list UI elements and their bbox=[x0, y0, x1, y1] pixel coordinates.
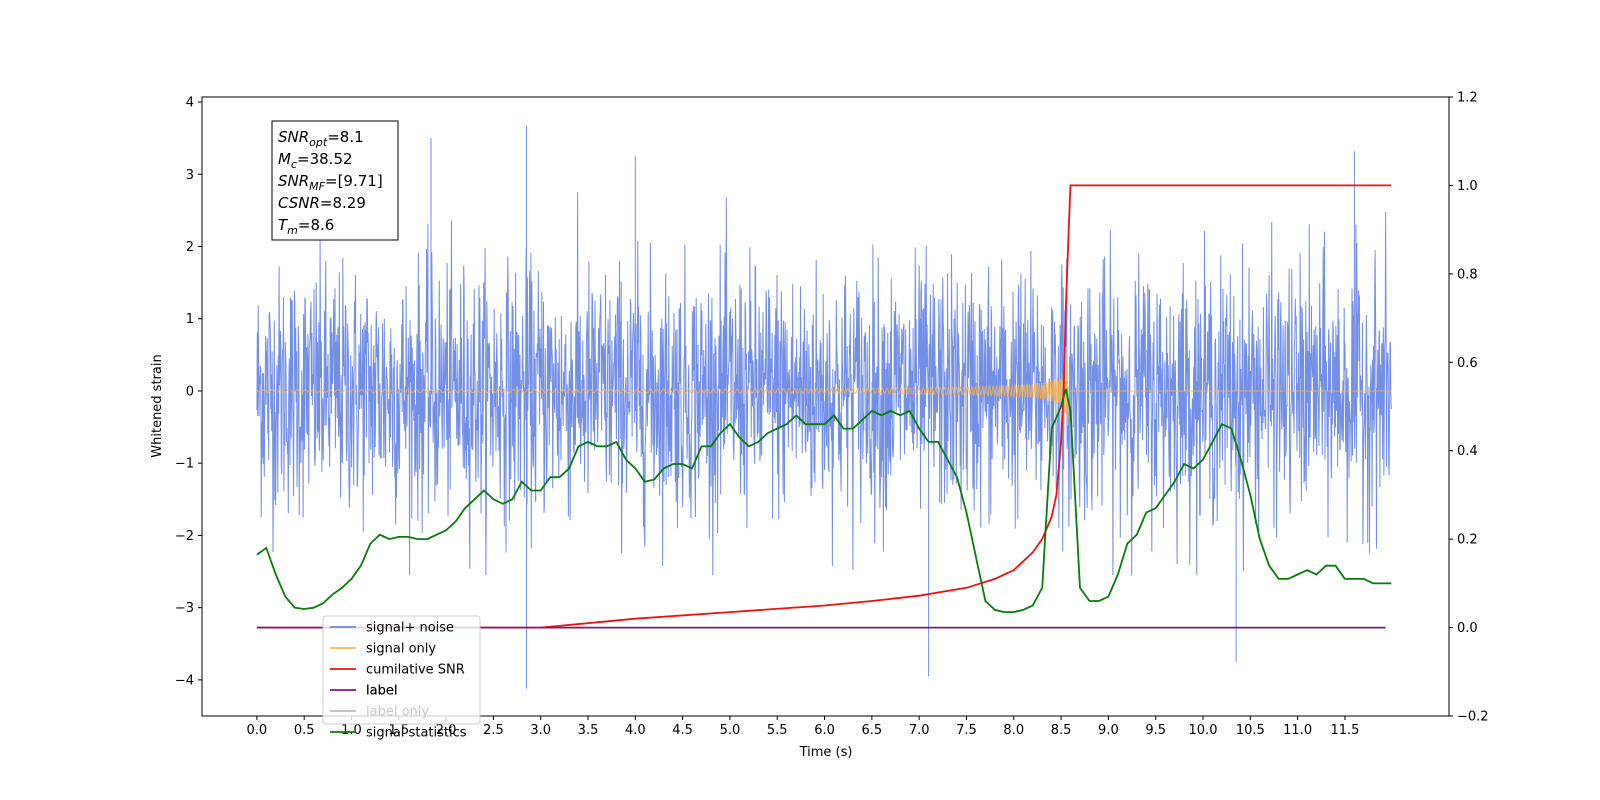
legend-label-overlap: label bbox=[366, 684, 397, 699]
plot-area bbox=[256, 125, 1392, 689]
y-right-tick-label: 0.2 bbox=[1457, 533, 1478, 548]
x-tick-label: 3.5 bbox=[578, 723, 599, 738]
x-tick-label: 8.5 bbox=[1051, 723, 1072, 738]
x-tick-label: 8.0 bbox=[1003, 723, 1024, 738]
info-line: SNRopt=8.1 bbox=[278, 128, 364, 149]
legend-label: signal+ noise bbox=[366, 621, 454, 636]
y-left-tick-label: 1 bbox=[186, 312, 194, 327]
x-tick-label: 6.5 bbox=[862, 723, 883, 738]
y-left-tick-label: −3 bbox=[175, 601, 194, 616]
y-left-tick-label: 0 bbox=[186, 384, 194, 399]
x-tick-label: 3.0 bbox=[530, 723, 551, 738]
info-box-frame bbox=[271, 120, 399, 241]
x-tick-label: 10.5 bbox=[1236, 723, 1265, 738]
y-right-tick-label: 0.6 bbox=[1457, 356, 1478, 371]
y-right-tick-label: 0.4 bbox=[1457, 444, 1478, 459]
series-signal-only-line bbox=[256, 362, 1392, 426]
y-right-tick-label: 1.2 bbox=[1457, 91, 1478, 106]
y-left-tick-label: −2 bbox=[175, 529, 194, 544]
y-axis-label-left: Whitened strain bbox=[150, 354, 165, 457]
series-cumulative-snr-line bbox=[256, 184, 1392, 629]
y-left-tick-label: 2 bbox=[186, 240, 194, 255]
series-signal-statistics-line bbox=[256, 388, 1392, 613]
x-tick-label: 2.0 bbox=[436, 723, 457, 738]
legend-label: signal only bbox=[366, 642, 436, 657]
legend-label: label only bbox=[366, 705, 429, 720]
y-right-tick-label: 1.0 bbox=[1457, 179, 1478, 194]
legend-label: signal statistics bbox=[366, 726, 467, 741]
axes-frame bbox=[201, 96, 1450, 717]
y-right-tick-label: 0.8 bbox=[1457, 267, 1478, 282]
x-tick-label: 1.0 bbox=[341, 723, 362, 738]
x-tick-label: 7.5 bbox=[956, 723, 977, 738]
x-tick-label: 5.5 bbox=[767, 723, 788, 738]
x-tick-label: 2.5 bbox=[483, 723, 504, 738]
x-tick-label: 1.5 bbox=[388, 723, 409, 738]
x-tick-label: 5.0 bbox=[720, 723, 741, 738]
legend-label: cumilative SNR bbox=[366, 663, 465, 678]
info-line: Tm=8.6 bbox=[278, 216, 334, 237]
x-tick-label: 0.5 bbox=[294, 723, 315, 738]
y-left-tick-label: 4 bbox=[186, 96, 194, 111]
x-tick-label: 0.0 bbox=[247, 723, 268, 738]
x-tick-label: 11.5 bbox=[1330, 723, 1359, 738]
legend-label: label bbox=[366, 684, 397, 699]
x-tick-label: 9.5 bbox=[1145, 723, 1166, 738]
x-tick-label: 11.0 bbox=[1283, 723, 1312, 738]
y-left-tick-label: 3 bbox=[186, 168, 194, 183]
x-tick-label: 9.0 bbox=[1098, 723, 1119, 738]
legend: signal+ noise signal only cumilative SNR la… bbox=[322, 615, 481, 741]
info-line: SNRMF=[9.71] bbox=[278, 172, 383, 193]
y-left-tick-label: −1 bbox=[175, 457, 194, 472]
x-tick-label: 7.0 bbox=[909, 723, 930, 738]
x-axis-label: Time (s) bbox=[799, 745, 853, 760]
axis-ticks: 0.0 0.5 1.0 1.5 2.0 2.5 3.0 3.5 4.0 4.5 5.0 5.5 6.0 6… bbox=[175, 91, 1489, 739]
series-signal-noise-line bbox=[256, 125, 1392, 689]
x-tick-label: 4.0 bbox=[625, 723, 646, 738]
info-line: CSNR=8.29 bbox=[278, 194, 366, 212]
x-tick-label: 10.0 bbox=[1189, 723, 1218, 738]
info-line: Mc=38.52 bbox=[278, 150, 353, 171]
x-tick-label: 4.5 bbox=[672, 723, 693, 738]
x-tick-label: 6.0 bbox=[814, 723, 835, 738]
y-right-tick-label: −0.2 bbox=[1457, 710, 1489, 725]
legend-frame bbox=[322, 615, 481, 725]
y-left-tick-label: −4 bbox=[175, 673, 194, 688]
y-right-tick-label: 0.0 bbox=[1457, 621, 1478, 636]
